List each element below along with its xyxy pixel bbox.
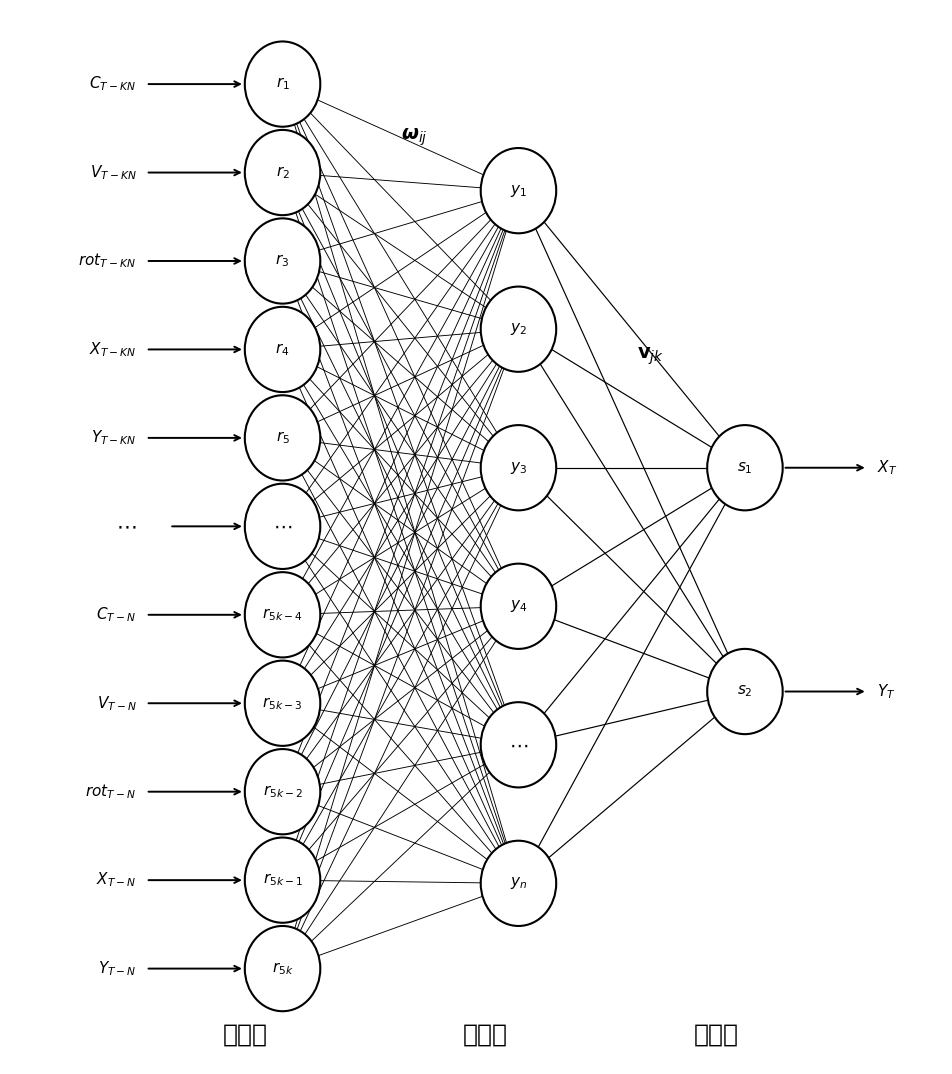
Text: $\cdots$: $\cdots$ bbox=[273, 517, 292, 536]
Text: $r_{5k-3}$: $r_{5k-3}$ bbox=[263, 695, 303, 712]
Text: $r_{5k-2}$: $r_{5k-2}$ bbox=[263, 783, 303, 800]
Circle shape bbox=[245, 483, 320, 569]
Text: $\mathbf{v}_{jk}$: $\mathbf{v}_{jk}$ bbox=[637, 345, 664, 366]
Text: $y_1$: $y_1$ bbox=[510, 183, 527, 199]
Circle shape bbox=[245, 395, 320, 480]
Circle shape bbox=[481, 425, 556, 510]
Text: $Y_{T-N}$: $Y_{T-N}$ bbox=[98, 959, 136, 978]
Circle shape bbox=[481, 702, 556, 787]
Text: $rot_{T-KN}$: $rot_{T-KN}$ bbox=[78, 251, 136, 271]
Text: $r_5$: $r_5$ bbox=[275, 430, 289, 446]
Circle shape bbox=[707, 649, 783, 735]
Text: $r_3$: $r_3$ bbox=[275, 252, 289, 270]
Text: $C_{T-KN}$: $C_{T-KN}$ bbox=[89, 75, 136, 93]
Circle shape bbox=[481, 564, 556, 649]
Text: $\boldsymbol{\omega}_{ij}$: $\boldsymbol{\omega}_{ij}$ bbox=[402, 127, 428, 148]
Circle shape bbox=[481, 841, 556, 926]
Text: $X_{T-KN}$: $X_{T-KN}$ bbox=[89, 340, 136, 359]
Circle shape bbox=[245, 307, 320, 392]
Circle shape bbox=[481, 287, 556, 372]
Text: $rot_{T-N}$: $rot_{T-N}$ bbox=[86, 782, 136, 801]
Text: $r_{5k}$: $r_{5k}$ bbox=[271, 960, 293, 977]
Text: $X_T$: $X_T$ bbox=[877, 459, 898, 477]
Text: $X_{T-N}$: $X_{T-N}$ bbox=[96, 871, 136, 889]
Text: $C_{T-N}$: $C_{T-N}$ bbox=[96, 606, 136, 624]
Text: $\cdots$: $\cdots$ bbox=[508, 736, 528, 754]
Text: 输出层: 输出层 bbox=[694, 1022, 739, 1046]
Text: $\cdots$: $\cdots$ bbox=[116, 517, 136, 536]
Circle shape bbox=[245, 661, 320, 745]
Text: $Y_{T-KN}$: $Y_{T-KN}$ bbox=[90, 429, 136, 447]
Text: $y_3$: $y_3$ bbox=[510, 460, 527, 476]
Text: 输入层: 输入层 bbox=[223, 1022, 268, 1046]
Text: $y_n$: $y_n$ bbox=[509, 875, 527, 891]
Text: $V_{T-N}$: $V_{T-N}$ bbox=[96, 694, 136, 712]
Text: $y_4$: $y_4$ bbox=[509, 598, 527, 614]
Text: $r_{5k-1}$: $r_{5k-1}$ bbox=[263, 872, 303, 888]
Circle shape bbox=[245, 42, 320, 127]
Text: $s_2$: $s_2$ bbox=[737, 684, 753, 699]
Text: 隐含层: 隐含层 bbox=[463, 1022, 508, 1046]
Text: $s_1$: $s_1$ bbox=[737, 460, 753, 476]
Text: $r_1$: $r_1$ bbox=[275, 76, 289, 92]
Text: $r_4$: $r_4$ bbox=[275, 342, 289, 358]
Circle shape bbox=[245, 130, 320, 215]
Text: $r_2$: $r_2$ bbox=[275, 164, 289, 180]
Circle shape bbox=[245, 926, 320, 1012]
Text: $Y_T$: $Y_T$ bbox=[877, 682, 896, 701]
Circle shape bbox=[481, 148, 556, 233]
Text: $r_{5k-4}$: $r_{5k-4}$ bbox=[263, 607, 303, 623]
Text: $y_2$: $y_2$ bbox=[510, 321, 527, 337]
Circle shape bbox=[245, 218, 320, 304]
Circle shape bbox=[245, 838, 320, 923]
Text: $V_{T-KN}$: $V_{T-KN}$ bbox=[89, 163, 136, 182]
Circle shape bbox=[245, 572, 320, 657]
Circle shape bbox=[245, 749, 320, 834]
Circle shape bbox=[707, 425, 783, 510]
